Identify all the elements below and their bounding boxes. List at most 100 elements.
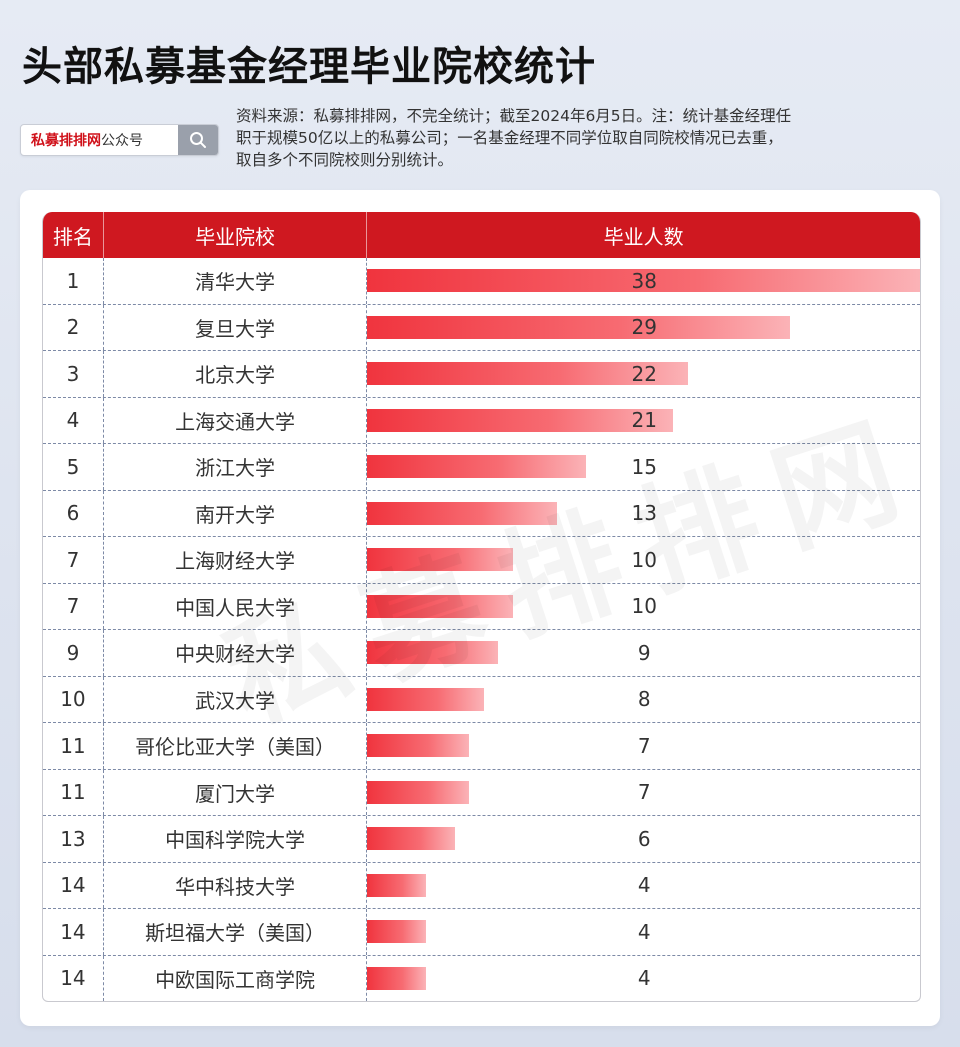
value-label: 8 (637, 687, 651, 712)
count-cell: 10 (367, 584, 920, 630)
source-note: 资料来源：私募排排网，不完全统计；截至2024年6月5日。注：统计基金经理任职于… (236, 107, 792, 169)
count-cell: 10 (367, 537, 920, 583)
rank-cell: 2 (43, 304, 104, 350)
school-cell: 北京大学 (104, 351, 368, 397)
bar-mark (367, 920, 426, 943)
school-cell: 哥伦比亚大学（美国） (104, 723, 368, 769)
school-cell: 华中科技大学 (104, 862, 368, 908)
table-row: 7 中国人民大学 10 (43, 582, 920, 630)
rank-cell: 3 (43, 351, 104, 397)
table-row: 6 南开大学 13 (43, 489, 920, 537)
bar-mark (367, 501, 557, 525)
header-count: 毕业人数 (603, 224, 684, 249)
table-row: 11 哥伦比亚大学（美国） 7 (43, 722, 920, 769)
rank-cell: 14 (43, 955, 104, 1001)
bar-mark (367, 455, 586, 478)
value-label: 4 (637, 966, 651, 991)
search-suffix: 公众号 (101, 133, 143, 149)
bar-mark (367, 548, 514, 571)
bar-mark (367, 641, 499, 664)
header-rank: 排名 (43, 212, 104, 258)
school-cell: 斯坦福大学（美国） (104, 909, 368, 955)
search-input[interactable]: 私募排排网 公众号 (21, 125, 178, 155)
rank-cell: 7 (43, 537, 104, 583)
table-row: 13 中国科学院大学 6 (43, 815, 920, 862)
table-row: 2 复旦大学 29 (43, 303, 920, 351)
value-label: 10 (631, 594, 657, 619)
value-label: 15 (631, 454, 657, 479)
rank-cell: 1 (43, 258, 104, 304)
bar-mark (367, 269, 920, 292)
value-label: 10 (631, 547, 657, 572)
bar-mark (367, 687, 484, 711)
count-cell: 8 (367, 677, 920, 723)
value-label: 29 (631, 315, 657, 340)
value-label: 4 (637, 919, 651, 944)
search-brand: 私募排排网 (31, 133, 101, 149)
value-label: 13 (631, 501, 657, 526)
table-body: 1 清华大学 38 2 复旦大学 29 3 北京大学 22 4 上海交通大学 21 5 浙江大学 15 6 南开… (43, 258, 920, 1001)
table-row: 14 中欧国际工商学院 4 (43, 954, 920, 1002)
ranking-table: 排名 毕业院校 毕业人数 1 清华大学 38 2 复旦大学 29 3 北京大学 22 4 上海交通大… (42, 212, 921, 1002)
count-cell: 6 (367, 816, 920, 862)
rank-cell: 11 (43, 769, 104, 815)
rank-cell: 7 (43, 583, 104, 629)
table-header: 排名 毕业院校 毕业人数 (43, 212, 920, 258)
count-cell: 15 (367, 444, 920, 490)
count-cell: 4 (367, 956, 920, 1002)
bar-mark (367, 362, 688, 385)
table-row: 14 斯坦福大学（美国） 4 (43, 908, 920, 955)
count-cell: 38 (367, 258, 920, 304)
count-cell: 13 (367, 491, 920, 537)
search-box[interactable]: 私募排排网 公众号 (20, 124, 219, 156)
bar-mark (367, 594, 514, 618)
bar-mark (367, 408, 674, 432)
value-label: 6 (637, 826, 651, 851)
bar-mark (367, 966, 426, 990)
table-row: 3 北京大学 22 (43, 350, 920, 397)
count-cell: 9 (367, 630, 920, 676)
rank-cell: 6 (43, 490, 104, 536)
count-cell: 4 (367, 863, 920, 909)
count-cell: 21 (367, 398, 920, 444)
table-row: 9 中央财经大学 9 (43, 629, 920, 676)
rank-cell: 14 (43, 862, 104, 908)
value-label: 7 (637, 780, 651, 805)
school-cell: 南开大学 (104, 490, 368, 536)
bar-mark (367, 780, 470, 804)
count-cell: 7 (367, 723, 920, 769)
table-row: 7 上海财经大学 10 (43, 536, 920, 583)
school-cell: 复旦大学 (104, 304, 368, 350)
table-row: 11 厦门大学 7 (43, 768, 920, 816)
school-cell: 厦门大学 (104, 769, 368, 815)
count-cell: 29 (367, 305, 920, 351)
school-cell: 中欧国际工商学院 (104, 955, 368, 1001)
table-row: 14 华中科技大学 4 (43, 861, 920, 909)
school-cell: 浙江大学 (104, 444, 368, 490)
header-school: 毕业院校 (104, 212, 368, 258)
search-icon (190, 132, 206, 148)
bar-mark (367, 315, 791, 339)
rank-cell: 14 (43, 909, 104, 955)
rank-cell: 5 (43, 444, 104, 490)
search-button[interactable] (178, 125, 218, 155)
value-label: 38 (631, 268, 657, 293)
bar-mark (367, 827, 455, 850)
school-cell: 中国人民大学 (104, 583, 368, 629)
school-cell: 清华大学 (104, 258, 368, 304)
count-cell: 22 (367, 351, 920, 397)
count-cell: 4 (367, 909, 920, 955)
page-title: 头部私募基金经理毕业院校统计 (22, 44, 596, 90)
school-cell: 上海交通大学 (104, 397, 368, 443)
value-label: 22 (631, 361, 657, 386)
count-cell: 7 (367, 770, 920, 816)
value-label: 4 (637, 873, 651, 898)
school-cell: 上海财经大学 (104, 537, 368, 583)
bar-mark (367, 734, 470, 757)
value-label: 7 (637, 733, 651, 758)
school-cell: 中央财经大学 (104, 630, 368, 676)
rank-cell: 13 (43, 816, 104, 862)
value-label: 9 (637, 640, 651, 665)
school-cell: 武汉大学 (104, 676, 368, 722)
rank-cell: 9 (43, 630, 104, 676)
